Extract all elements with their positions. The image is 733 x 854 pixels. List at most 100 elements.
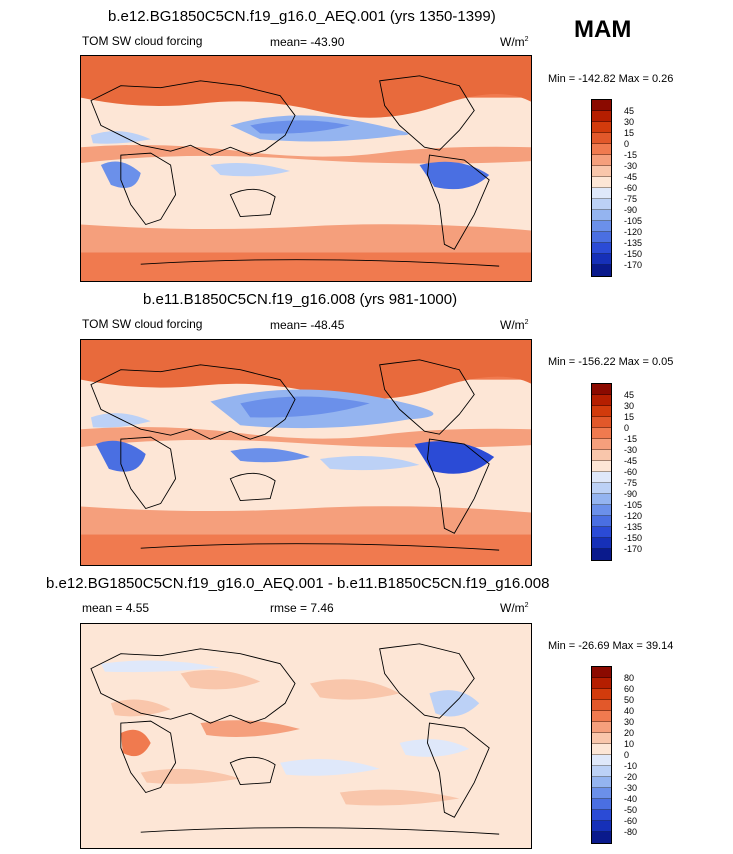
panel1-colorbar (591, 99, 612, 277)
colorbar-swatch (592, 111, 611, 122)
colorbar-swatch (592, 799, 611, 810)
panel2-minmax: Min = -156.22 Max = 0.05 (548, 356, 674, 368)
colorbar-label: -50 (624, 805, 638, 815)
colorbar-label: -40 (624, 794, 638, 804)
panel2-variable: TOM SW cloud forcing (82, 317, 203, 331)
colorbar-label: -60 (624, 183, 638, 193)
colorbar-label: -15 (624, 434, 638, 444)
colorbar-label: 30 (624, 401, 635, 411)
panel1-title: b.e12.BG1850C5CN.f19_g16.0_AEQ.001 (yrs … (108, 8, 496, 25)
colorbar-label: -30 (624, 445, 638, 455)
colorbar-swatch (592, 549, 611, 560)
colorbar-swatch (592, 155, 611, 166)
colorbar-label: 45 (624, 106, 635, 116)
colorbar-label: 50 (624, 695, 635, 705)
panel3-mean: mean = 4.55 (82, 601, 150, 615)
colorbar-swatch (592, 384, 611, 395)
colorbar-swatch (592, 221, 611, 232)
colorbar-label: 0 (624, 423, 630, 433)
colorbar-swatch (592, 711, 611, 722)
colorbar-label: 15 (624, 412, 635, 422)
panel3-title: b.e12.BG1850C5CN.f19_g16.0_AEQ.001 - b.e… (46, 575, 550, 592)
colorbar-label: -45 (624, 172, 638, 182)
panel1-mean: mean= -43.90 (270, 35, 345, 49)
colorbar-swatch (592, 722, 611, 733)
panel2-map-svg (81, 340, 531, 565)
colorbar-swatch (592, 144, 611, 155)
panel3-minmax: Min = -26.69 Max = 39.14 (548, 640, 674, 652)
panel1-map (80, 55, 532, 282)
panel2-mean: mean= -48.45 (270, 318, 345, 332)
panel3-map (80, 623, 532, 849)
colorbar-label: -45 (624, 456, 638, 466)
colorbar-swatch (592, 788, 611, 799)
colorbar-label: 45 (624, 390, 635, 400)
colorbar-swatch (592, 439, 611, 450)
colorbar-swatch (592, 667, 611, 678)
colorbar-label: -30 (624, 783, 638, 793)
panel1-minmax: Min = -142.82 Max = 0.26 (548, 73, 674, 85)
colorbar-label: -90 (624, 205, 638, 215)
colorbar-label: -20 (624, 772, 638, 782)
colorbar-label: 20 (624, 728, 635, 738)
colorbar-label: -135 (624, 238, 643, 248)
panel3-map-svg (81, 624, 531, 848)
colorbar-swatch (592, 810, 611, 821)
panel3-colorbar (591, 666, 612, 844)
colorbar-swatch (592, 265, 611, 276)
colorbar-label: -150 (624, 249, 643, 259)
colorbar-label: 30 (624, 717, 635, 727)
colorbar-swatch (592, 755, 611, 766)
colorbar-swatch (592, 133, 611, 144)
colorbar-label: 30 (624, 117, 635, 127)
panel2-units: W/m2 (500, 318, 529, 332)
colorbar-label: 15 (624, 128, 635, 138)
colorbar-swatch (592, 199, 611, 210)
colorbar-label: 40 (624, 706, 635, 716)
colorbar-label: 60 (624, 684, 635, 694)
colorbar-swatch (592, 700, 611, 711)
colorbar-label: -135 (624, 522, 643, 532)
colorbar-label: -75 (624, 478, 638, 488)
colorbar-swatch (592, 188, 611, 199)
colorbar-swatch (592, 821, 611, 832)
colorbar-swatch (592, 428, 611, 439)
colorbar-swatch (592, 461, 611, 472)
colorbar-swatch (592, 832, 611, 843)
panel1-variable: TOM SW cloud forcing (82, 34, 203, 48)
colorbar-swatch (592, 406, 611, 417)
colorbar-swatch (592, 100, 611, 111)
colorbar-label: 10 (624, 739, 635, 749)
panel2-title: b.e11.B1850C5CN.f19_g16.008 (yrs 981-100… (143, 291, 458, 308)
colorbar-swatch (592, 516, 611, 527)
panel3-rmse: rmse = 7.46 (270, 601, 334, 615)
colorbar-label: -75 (624, 194, 638, 204)
colorbar-swatch (592, 232, 611, 243)
colorbar-label: -105 (624, 216, 643, 226)
colorbar-label: -170 (624, 544, 643, 554)
colorbar-label: -90 (624, 489, 638, 499)
panel2-colorbar (591, 383, 612, 561)
panel3-units: W/m2 (500, 601, 529, 615)
colorbar-label: 0 (624, 750, 630, 760)
colorbar-swatch (592, 450, 611, 461)
colorbar-swatch (592, 210, 611, 221)
colorbar-label: -10 (624, 761, 638, 771)
colorbar-swatch (592, 733, 611, 744)
colorbar-swatch (592, 777, 611, 788)
colorbar-label: 80 (624, 673, 635, 683)
colorbar-swatch (592, 527, 611, 538)
colorbar-label: -15 (624, 150, 638, 160)
colorbar-swatch (592, 505, 611, 516)
colorbar-swatch (592, 538, 611, 549)
colorbar-swatch (592, 678, 611, 689)
colorbar-swatch (592, 689, 611, 700)
panel1-units: W/m2 (500, 35, 529, 49)
colorbar-swatch (592, 243, 611, 254)
colorbar-swatch (592, 177, 611, 188)
colorbar-label: 0 (624, 139, 630, 149)
colorbar-swatch (592, 472, 611, 483)
colorbar-label: -60 (624, 816, 638, 826)
panel2-map (80, 339, 532, 566)
colorbar-swatch (592, 254, 611, 265)
